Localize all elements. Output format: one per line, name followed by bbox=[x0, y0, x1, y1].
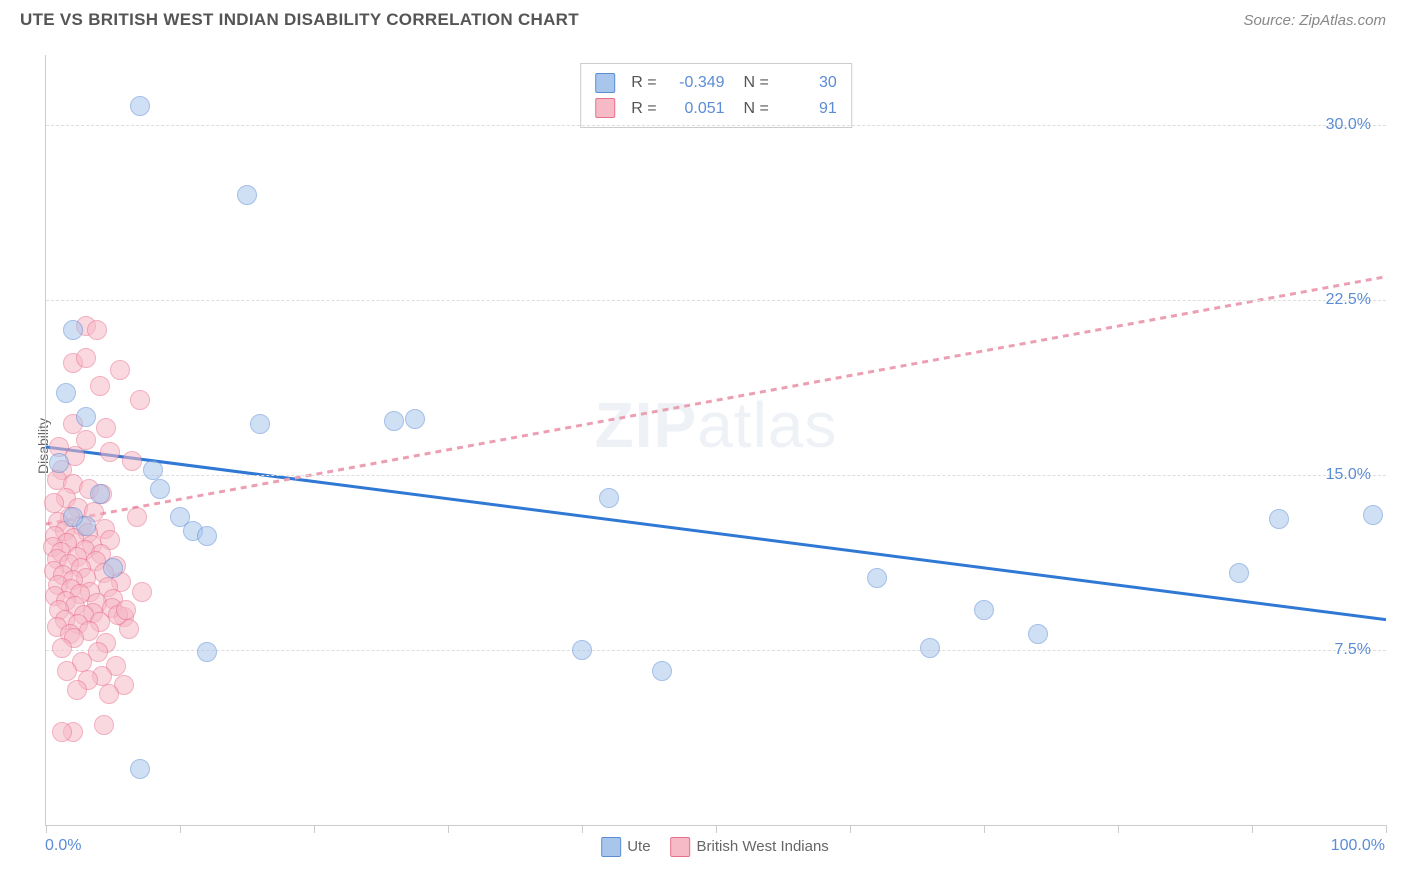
chart-title: UTE VS BRITISH WEST INDIAN DISABILITY CO… bbox=[20, 10, 579, 30]
x-tick bbox=[314, 825, 315, 833]
legend-swatch-bottom-ute bbox=[601, 837, 621, 857]
y-tick-label: 7.5% bbox=[1335, 641, 1371, 659]
scatter-point bbox=[57, 661, 77, 681]
r-label: R = bbox=[631, 70, 656, 96]
legend-label-ute: Ute bbox=[627, 838, 650, 855]
scatter-point bbox=[87, 320, 107, 340]
r-value-bwi: 0.051 bbox=[667, 96, 725, 122]
scatter-point bbox=[1229, 563, 1249, 583]
scatter-point bbox=[96, 418, 116, 438]
scatter-point bbox=[63, 507, 83, 527]
scatter-point bbox=[572, 640, 592, 660]
scatter-point bbox=[110, 360, 130, 380]
x-tick bbox=[582, 825, 583, 833]
scatter-point bbox=[52, 722, 72, 742]
x-tick bbox=[1386, 825, 1387, 833]
scatter-point bbox=[250, 414, 270, 434]
scatter-point bbox=[130, 96, 150, 116]
scatter-point bbox=[197, 526, 217, 546]
series-legend: Ute British West Indians bbox=[601, 837, 829, 857]
scatter-point bbox=[143, 460, 163, 480]
scatter-point bbox=[63, 320, 83, 340]
scatter-point bbox=[49, 453, 69, 473]
source-attribution: Source: ZipAtlas.com bbox=[1243, 12, 1386, 29]
scatter-point bbox=[197, 642, 217, 662]
n-value-bwi: 91 bbox=[779, 96, 837, 122]
chart-container: ZIPatlas R = -0.349 N = 30 R = 0.051 N =… bbox=[45, 55, 1385, 825]
scatter-point bbox=[103, 558, 123, 578]
scatter-point bbox=[130, 759, 150, 779]
legend-item-ute: Ute bbox=[601, 837, 650, 857]
scatter-point bbox=[132, 582, 152, 602]
scatter-point bbox=[127, 507, 147, 527]
scatter-point bbox=[384, 411, 404, 431]
scatter-point bbox=[67, 680, 87, 700]
scatter-point bbox=[56, 383, 76, 403]
x-tick bbox=[1118, 825, 1119, 833]
x-tick bbox=[1252, 825, 1253, 833]
scatter-point bbox=[1269, 509, 1289, 529]
r-value-ute: -0.349 bbox=[667, 70, 725, 96]
y-tick-label: 22.5% bbox=[1326, 291, 1371, 309]
scatter-point bbox=[90, 484, 110, 504]
x-axis-min-label: 0.0% bbox=[45, 837, 81, 855]
y-tick-label: 15.0% bbox=[1326, 466, 1371, 484]
x-tick bbox=[716, 825, 717, 833]
watermark: ZIPatlas bbox=[595, 388, 838, 462]
scatter-point bbox=[652, 661, 672, 681]
scatter-point bbox=[1363, 505, 1383, 525]
watermark-atlas: atlas bbox=[697, 389, 837, 461]
trend-line bbox=[46, 447, 1386, 620]
scatter-point bbox=[90, 376, 110, 396]
legend-swatch-ute bbox=[595, 73, 615, 93]
n-label: N = bbox=[735, 70, 769, 96]
scatter-point bbox=[599, 488, 619, 508]
legend-item-bwi: British West Indians bbox=[671, 837, 829, 857]
scatter-point bbox=[116, 600, 136, 620]
scatter-point bbox=[100, 442, 120, 462]
scatter-point bbox=[76, 407, 96, 427]
gridline bbox=[46, 125, 1386, 126]
scatter-point bbox=[122, 451, 142, 471]
x-tick bbox=[46, 825, 47, 833]
x-tick bbox=[984, 825, 985, 833]
legend-row-ute: R = -0.349 N = 30 bbox=[595, 70, 837, 96]
scatter-point bbox=[44, 493, 64, 513]
gridline bbox=[46, 475, 1386, 476]
trend-lines-svg bbox=[46, 55, 1386, 825]
scatter-point bbox=[405, 409, 425, 429]
x-axis-max-label: 100.0% bbox=[1331, 837, 1385, 855]
x-tick bbox=[448, 825, 449, 833]
scatter-point bbox=[76, 348, 96, 368]
x-tick bbox=[850, 825, 851, 833]
plot-area: ZIPatlas R = -0.349 N = 30 R = 0.051 N =… bbox=[45, 55, 1386, 826]
gridline bbox=[46, 650, 1386, 651]
y-tick-label: 30.0% bbox=[1326, 116, 1371, 134]
n-label: N = bbox=[735, 96, 769, 122]
x-tick bbox=[180, 825, 181, 833]
scatter-point bbox=[1028, 624, 1048, 644]
watermark-zip: ZIP bbox=[595, 389, 698, 461]
legend-swatch-bwi bbox=[595, 98, 615, 118]
legend-swatch-bottom-bwi bbox=[671, 837, 691, 857]
n-value-ute: 30 bbox=[779, 70, 837, 96]
legend-row-bwi: R = 0.051 N = 91 bbox=[595, 96, 837, 122]
scatter-point bbox=[99, 684, 119, 704]
scatter-point bbox=[94, 715, 114, 735]
scatter-point bbox=[130, 390, 150, 410]
r-label: R = bbox=[631, 96, 656, 122]
correlation-legend: R = -0.349 N = 30 R = 0.051 N = 91 bbox=[580, 63, 852, 128]
scatter-point bbox=[150, 479, 170, 499]
scatter-point bbox=[52, 638, 72, 658]
legend-label-bwi: British West Indians bbox=[697, 838, 829, 855]
scatter-point bbox=[867, 568, 887, 588]
scatter-point bbox=[974, 600, 994, 620]
scatter-point bbox=[920, 638, 940, 658]
gridline bbox=[46, 300, 1386, 301]
scatter-point bbox=[237, 185, 257, 205]
trend-line bbox=[46, 277, 1386, 524]
